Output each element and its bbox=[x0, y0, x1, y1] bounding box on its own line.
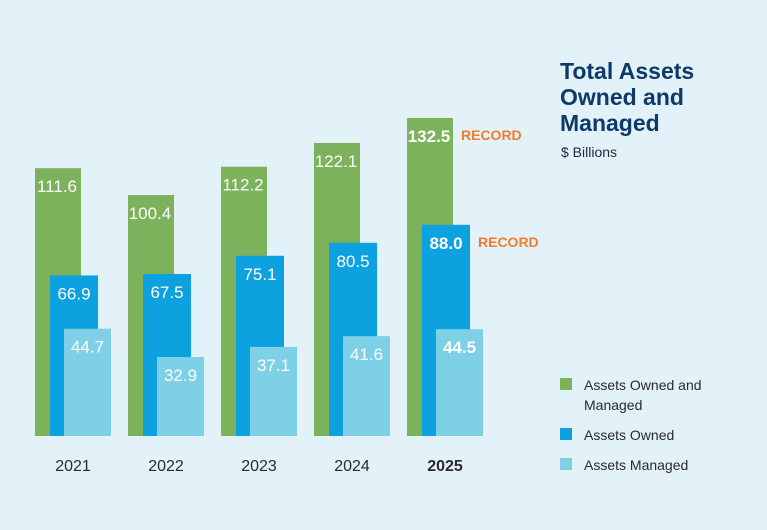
legend-swatch-light-blue bbox=[560, 458, 572, 470]
data-label: 37.1 bbox=[257, 356, 290, 375]
data-label: 100.4 bbox=[129, 204, 172, 223]
legend-item-assets-owned-and-managed: Assets Owned and Managed bbox=[560, 375, 714, 415]
x-tick-label: 2024 bbox=[334, 458, 370, 475]
data-label: 122.1 bbox=[315, 152, 358, 171]
chart-title: Total Assets Owned and Managed bbox=[560, 58, 695, 136]
data-label: 111.6 bbox=[37, 177, 77, 196]
data-label: 41.6 bbox=[350, 345, 383, 364]
data-label: 67.5 bbox=[150, 283, 183, 302]
data-label: 44.7 bbox=[71, 338, 104, 357]
data-label: 112.2 bbox=[222, 176, 263, 195]
data-label: 75.1 bbox=[243, 265, 276, 284]
legend-label: Assets Managed bbox=[584, 457, 689, 473]
legend-swatch-blue bbox=[560, 428, 572, 440]
x-tick-label: 2025 bbox=[427, 458, 463, 475]
legend-swatch-green bbox=[560, 378, 572, 390]
chart-subtitle: $ Billions bbox=[561, 144, 618, 160]
legend-item-assets-owned: Assets Owned bbox=[560, 425, 714, 445]
data-label: 44.5 bbox=[443, 338, 476, 357]
x-tick-label: 2023 bbox=[241, 458, 277, 475]
data-label: 66.9 bbox=[57, 284, 90, 303]
x-tick-label: 2022 bbox=[148, 458, 184, 475]
data-label: 80.5 bbox=[336, 252, 369, 271]
data-label: 88.0 bbox=[429, 234, 462, 253]
bar-2021-s2 bbox=[64, 328, 111, 436]
record-annotation: RECORD bbox=[478, 234, 539, 250]
record-annotation: RECORD bbox=[461, 127, 522, 143]
bar-2023-s2 bbox=[250, 346, 297, 436]
bar-2024-s2 bbox=[343, 336, 390, 436]
x-tick-label: 2021 bbox=[55, 458, 91, 475]
data-label: 132.5 bbox=[408, 127, 451, 146]
legend-item-assets-managed: Assets Managed bbox=[560, 455, 714, 475]
legend-label: Assets Owned bbox=[584, 427, 675, 443]
bar-2022-s2 bbox=[157, 357, 204, 436]
legend: Assets Owned and Managed Assets Owned As… bbox=[560, 375, 714, 485]
bar-2025-s2 bbox=[436, 329, 483, 436]
data-label: 32.9 bbox=[164, 366, 197, 385]
legend-label: Assets Owned and Managed bbox=[584, 377, 702, 413]
